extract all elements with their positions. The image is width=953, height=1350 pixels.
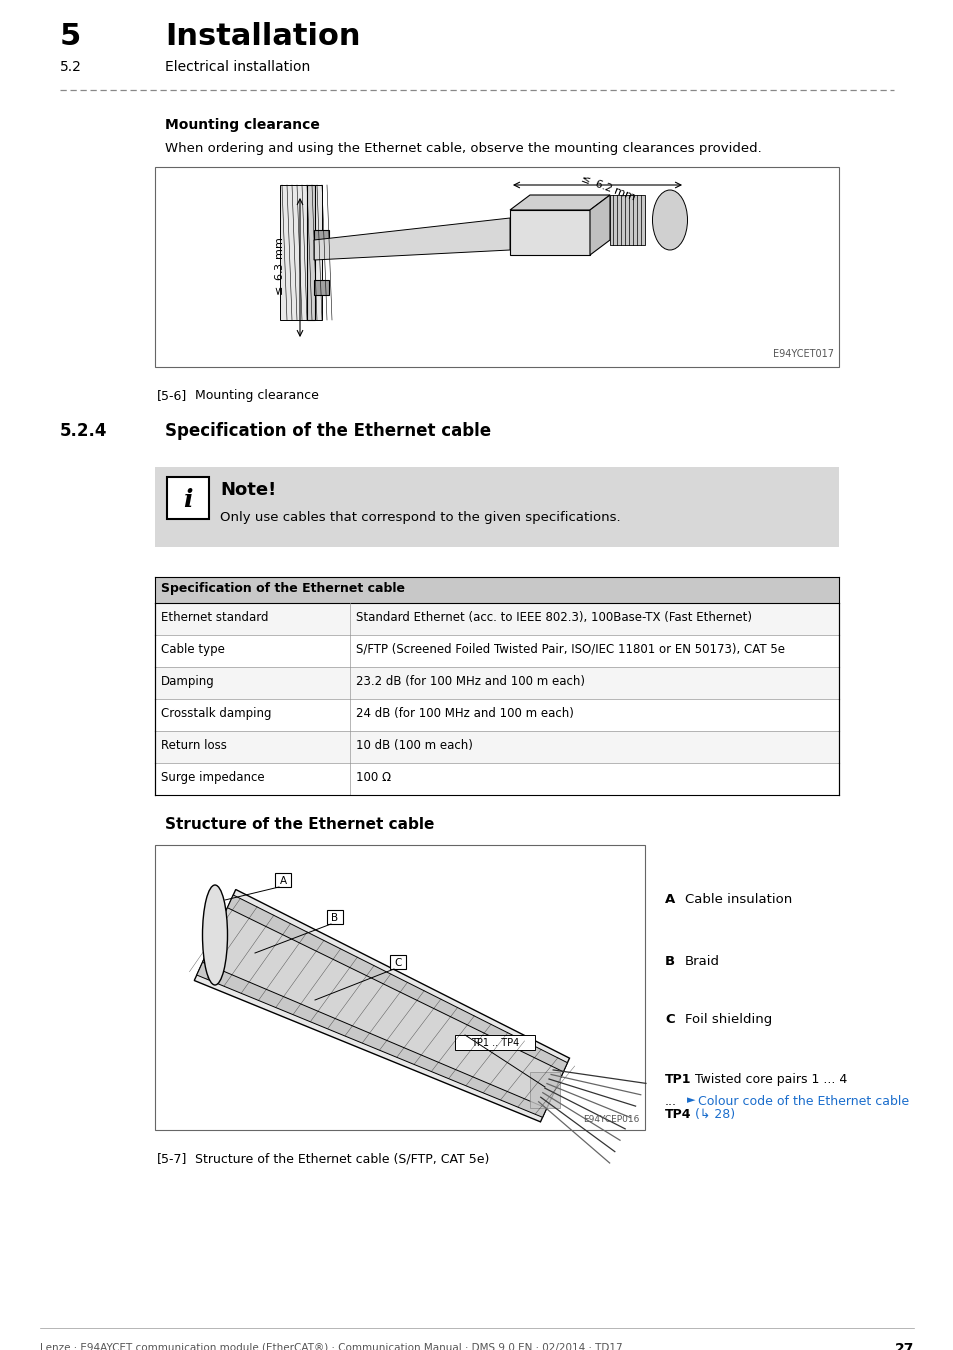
Bar: [154, 603, 838, 634]
Bar: [154, 576, 838, 603]
Text: Standard Ethernet (acc. to IEEE 802.3), 100Base-TX (Fast Ethernet): Standard Ethernet (acc. to IEEE 802.3), …: [355, 612, 751, 624]
Text: A: A: [664, 892, 675, 906]
Text: 5: 5: [60, 22, 81, 51]
Polygon shape: [196, 895, 567, 1118]
Text: Crosstalk damping: Crosstalk damping: [161, 707, 272, 720]
Text: 24 dB (for 100 MHz and 100 m each): 24 dB (for 100 MHz and 100 m each): [355, 707, 574, 720]
Text: TP4: TP4: [664, 1108, 691, 1120]
Text: Return loss: Return loss: [161, 738, 227, 752]
Text: ►: ►: [686, 1095, 699, 1106]
Text: (↳ 28): (↳ 28): [695, 1108, 735, 1120]
Text: E94YCEP016: E94YCEP016: [583, 1115, 639, 1125]
Text: 10 dB (100 m each): 10 dB (100 m each): [355, 738, 473, 752]
Text: Ethernet standard: Ethernet standard: [161, 612, 268, 624]
Bar: [609, 194, 644, 244]
Text: Structure of the Ethernet cable: Structure of the Ethernet cable: [165, 817, 434, 832]
Text: [5-6]: [5-6]: [157, 389, 187, 402]
Text: Mounting clearance: Mounting clearance: [194, 389, 318, 402]
Bar: [154, 634, 838, 667]
Text: Lenze · E94AYCET communication module (EtherCAT®) · Communication Manual · DMS 9: Lenze · E94AYCET communication module (E…: [40, 1342, 622, 1350]
Text: Specification of the Ethernet cable: Specification of the Ethernet cable: [165, 423, 491, 440]
Text: TP1: TP1: [664, 1073, 691, 1085]
Text: Colour code of the Ethernet cable: Colour code of the Ethernet cable: [698, 1095, 908, 1108]
Bar: [314, 230, 329, 255]
Text: 5.2: 5.2: [60, 59, 82, 74]
Text: $\leq$ 6.3 mm: $\leq$ 6.3 mm: [273, 236, 285, 298]
Text: Cable insulation: Cable insulation: [684, 892, 791, 906]
Bar: [314, 279, 329, 296]
Text: When ordering and using the Ethernet cable, observe the mounting clearances prov: When ordering and using the Ethernet cab…: [165, 142, 760, 155]
Bar: [510, 211, 589, 255]
Bar: [154, 699, 838, 730]
Text: Structure of the Ethernet cable (S/FTP, CAT 5e): Structure of the Ethernet cable (S/FTP, …: [194, 1152, 489, 1165]
Text: Cable type: Cable type: [161, 643, 225, 656]
Ellipse shape: [202, 886, 227, 986]
Text: Only use cables that correspond to the given specifications.: Only use cables that correspond to the g…: [220, 512, 620, 524]
Bar: [167, 477, 209, 518]
Bar: [154, 763, 838, 795]
Text: Twisted core pairs 1 ... 4: Twisted core pairs 1 ... 4: [695, 1073, 846, 1085]
Text: C: C: [394, 958, 401, 968]
Polygon shape: [589, 194, 609, 255]
Bar: [154, 845, 644, 1130]
Polygon shape: [510, 194, 609, 211]
Text: Surge impedance: Surge impedance: [161, 771, 264, 784]
Polygon shape: [194, 890, 569, 1122]
Text: C: C: [664, 1012, 674, 1026]
Bar: [154, 167, 838, 367]
Text: 27: 27: [894, 1342, 913, 1350]
Polygon shape: [314, 217, 510, 261]
Bar: [154, 730, 838, 763]
Text: $\leq$ 6.2 mm: $\leq$ 6.2 mm: [577, 171, 638, 202]
Text: B: B: [331, 913, 338, 923]
Text: Specification of the Ethernet cable: Specification of the Ethernet cable: [161, 582, 405, 595]
Text: Foil shielding: Foil shielding: [684, 1012, 771, 1026]
Text: 100 Ω: 100 Ω: [355, 771, 391, 784]
Bar: [327, 910, 343, 923]
Text: TP1 .. TP4: TP1 .. TP4: [471, 1038, 518, 1049]
Bar: [154, 467, 838, 547]
Bar: [280, 185, 322, 320]
Text: Braid: Braid: [684, 954, 720, 968]
Text: ...: ...: [664, 1095, 677, 1108]
Text: B: B: [664, 954, 675, 968]
Text: 5.2.4: 5.2.4: [60, 423, 108, 440]
Text: 23.2 dB (for 100 MHz and 100 m each): 23.2 dB (for 100 MHz and 100 m each): [355, 675, 584, 688]
Text: Damping: Damping: [161, 675, 214, 688]
Bar: [307, 185, 314, 320]
Text: Note!: Note!: [220, 481, 276, 500]
Text: S/FTP (Screened Foiled Twisted Pair, ISO/IEC 11801 or EN 50173), CAT 5e: S/FTP (Screened Foiled Twisted Pair, ISO…: [355, 643, 784, 656]
Text: [5-7]: [5-7]: [157, 1152, 187, 1165]
Bar: [530, 1072, 559, 1108]
Bar: [274, 873, 291, 887]
Bar: [390, 954, 406, 969]
Ellipse shape: [652, 190, 687, 250]
Text: i: i: [183, 487, 193, 512]
Bar: [455, 1035, 535, 1050]
Text: Electrical installation: Electrical installation: [165, 59, 310, 74]
Text: E94YCET017: E94YCET017: [772, 350, 833, 359]
Polygon shape: [202, 907, 562, 1108]
Bar: [154, 667, 838, 699]
Text: A: A: [279, 876, 286, 886]
Text: Installation: Installation: [165, 22, 360, 51]
Text: Mounting clearance: Mounting clearance: [165, 117, 319, 132]
